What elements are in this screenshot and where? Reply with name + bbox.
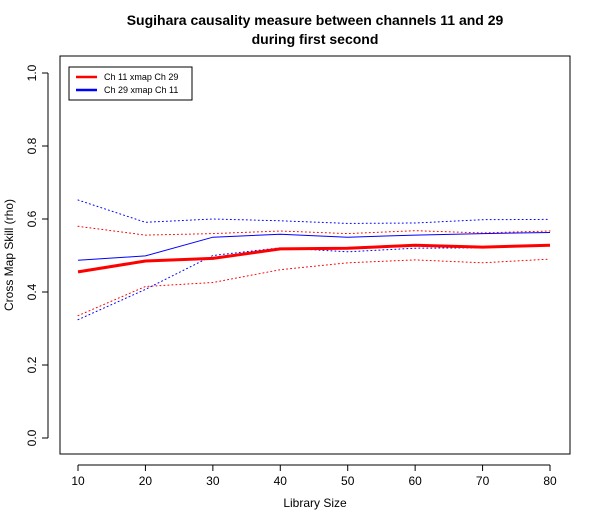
legend-box bbox=[68, 66, 193, 101]
x-tick-label: 40 bbox=[274, 474, 288, 488]
series-upper-bound-ch29-xmap-ch11 bbox=[77, 199, 551, 224]
chart-title-line2: during first second bbox=[252, 31, 379, 47]
x-tick-label: 60 bbox=[408, 474, 422, 488]
y-tick-label: 1.0 bbox=[25, 64, 39, 81]
chart-title-line1: Sugihara causality measure between chann… bbox=[127, 12, 504, 28]
y-tick-label: 0.2 bbox=[25, 356, 39, 373]
series-layer bbox=[77, 199, 551, 321]
y-axis: 0.0 0.2 0.4 0.6 0.8 1.0 bbox=[25, 64, 49, 446]
series-lower-bound-ch29-xmap-ch11 bbox=[77, 245, 551, 321]
x-tick-label: 50 bbox=[341, 474, 355, 488]
series-line-ch29-xmap-ch11 bbox=[77, 232, 551, 261]
y-axis-label: Cross Map Skill (rho) bbox=[2, 199, 16, 311]
x-axis-label: Library Size bbox=[283, 496, 347, 510]
legend-label-ch29-xmap-ch11: Ch 29 xmap Ch 11 bbox=[104, 85, 178, 95]
y-tick-label: 0.8 bbox=[25, 137, 39, 154]
series-lower-bound-ch11-xmap-ch29 bbox=[77, 258, 551, 317]
x-tick-label: 20 bbox=[139, 474, 153, 488]
series-upper-bound-ch11-xmap-ch29 bbox=[77, 225, 551, 236]
series-line-ch11-xmap-ch29 bbox=[77, 243, 551, 274]
plot-box bbox=[59, 55, 571, 455]
x-tick-label: 10 bbox=[71, 474, 85, 488]
y-tick-label: 0.0 bbox=[25, 429, 39, 446]
legend-label-ch11-xmap-ch29: Ch 11 xmap Ch 29 bbox=[104, 72, 178, 82]
x-tick-label: 30 bbox=[206, 474, 220, 488]
x-axis: 10 20 30 40 50 60 70 80 bbox=[71, 464, 557, 488]
x-tick-label: 80 bbox=[543, 474, 557, 488]
legend: Ch 11 xmap Ch 29 Ch 29 xmap Ch 11 bbox=[68, 66, 193, 101]
x-tick-label: 70 bbox=[476, 474, 490, 488]
y-tick-label: 0.6 bbox=[25, 210, 39, 227]
y-tick-label: 0.4 bbox=[25, 283, 39, 300]
